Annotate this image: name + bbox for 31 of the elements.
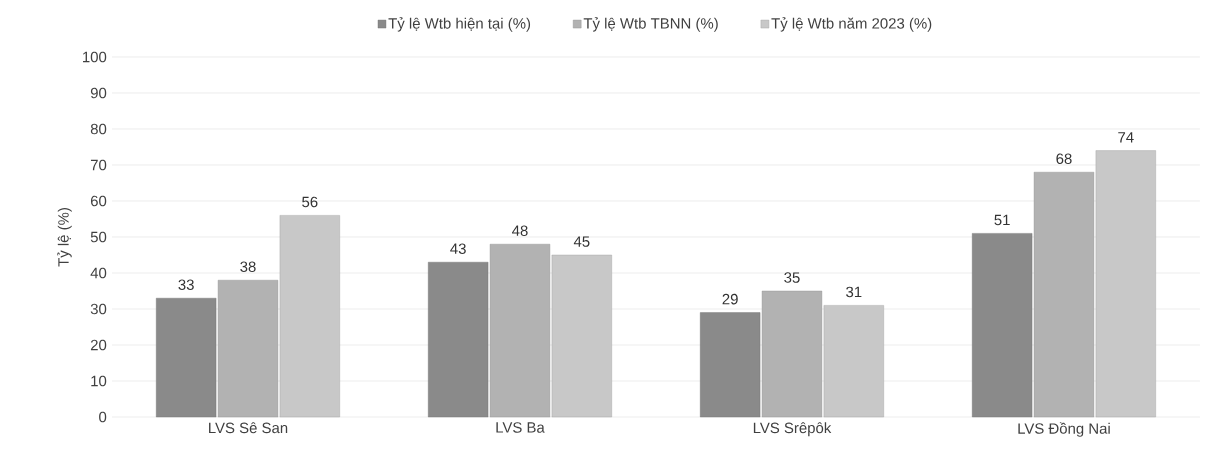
data-label: 74 [1118,132,1134,143]
y-tick-label: 40 [90,267,107,279]
x-tick-label: LVS Ba [496,422,545,433]
data-label: 45 [573,236,590,247]
data-label: 35 [784,272,800,283]
data-label: 33 [178,279,194,291]
y-tick-label: 100 [83,51,107,63]
x-tick-label: LVS Đồng Nai [1018,422,1110,437]
x-tick-label: LVS Sê San [209,422,288,434]
legend-label: Tỷ lệ Wtb TBNN (%) [583,17,718,32]
y-axis-title: Tỷ lệ (%) [57,208,72,267]
data-label: 31 [846,286,862,298]
data-label: 56 [302,196,318,208]
y-tick-label: 60 [90,195,107,207]
y-tick-label: 90 [90,87,107,99]
data-label: 43 [450,243,466,255]
y-tick-label: 50 [90,231,107,243]
x-tick-label: LVS Srêpôk [753,422,832,437]
y-tick-label: 70 [90,159,107,171]
y-tick-label: 30 [90,303,107,315]
data-label: 48 [512,225,528,237]
data-label: 29 [722,293,738,305]
data-label: 51 [994,214,1010,226]
legend-label: Tỷ lệ Wtb năm 2023 (%) [771,17,932,32]
data-label: 38 [240,261,256,273]
data-label: 68 [1056,153,1072,165]
y-tick-label: 10 [91,375,107,387]
y-tick-label: 20 [90,339,107,351]
legend-label: Tỷ lệ Wtb hiện tại (%) [388,17,531,32]
y-tick-label: 80 [90,123,107,135]
y-tick-label: 0 [99,411,107,423]
